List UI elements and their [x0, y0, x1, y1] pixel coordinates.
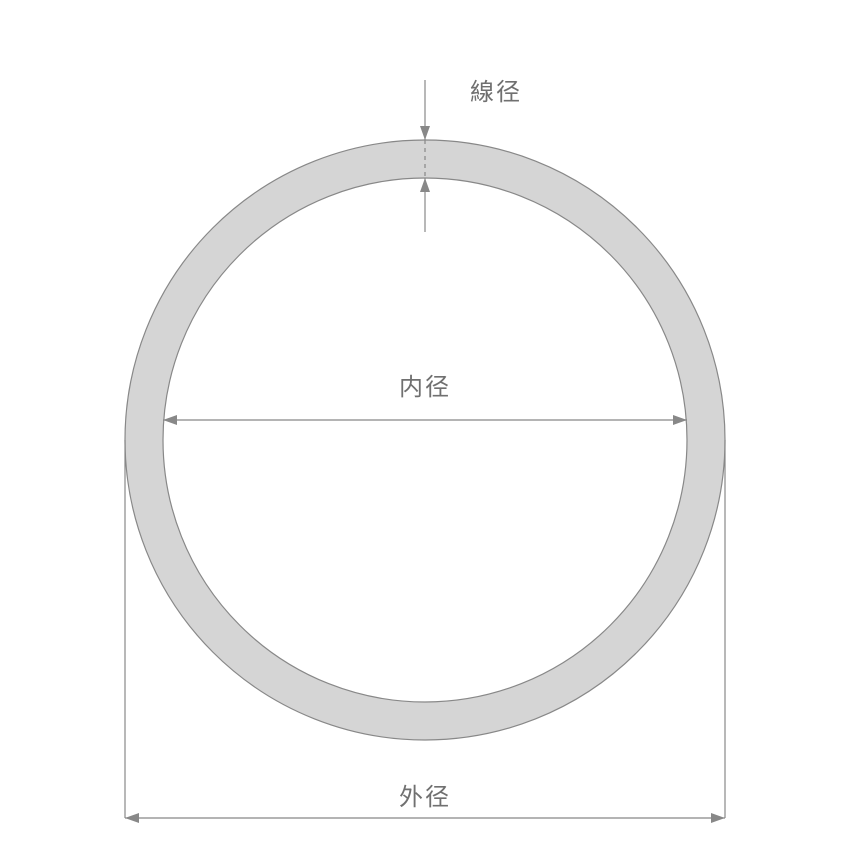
wire-diameter-label: 線径	[470, 79, 522, 106]
ring-diagram: 線径内径外径	[0, 0, 850, 850]
inner-diameter-label: 内径	[399, 374, 451, 401]
outer-diameter-label: 外径	[399, 784, 451, 811]
